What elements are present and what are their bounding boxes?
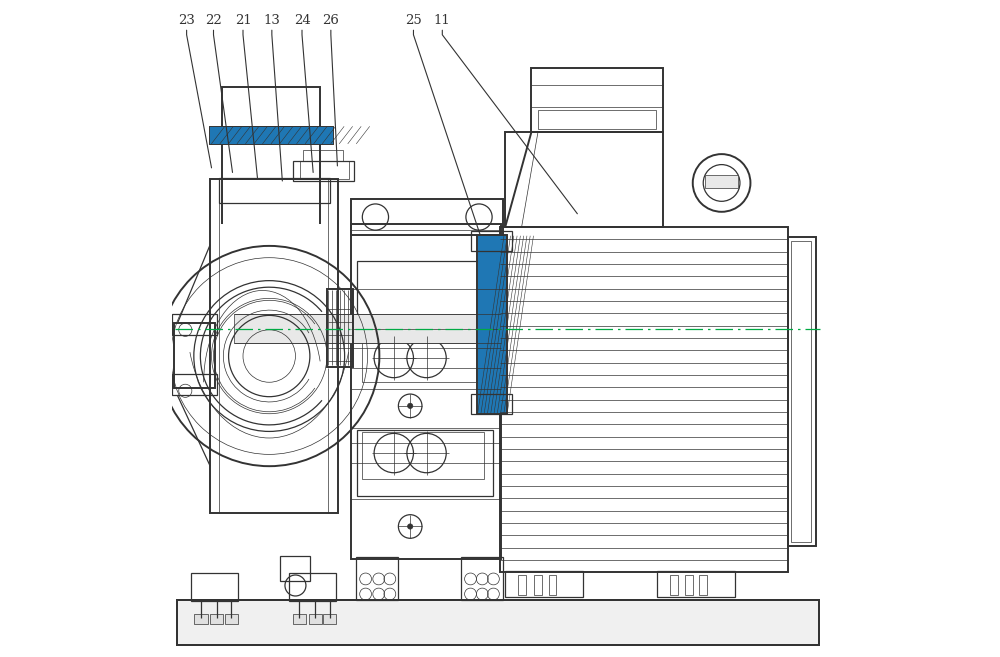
Bar [351, 199, 503, 235]
Text: 21: 21 [235, 14, 251, 27]
Bar [293, 614, 306, 623]
Bar [505, 132, 663, 227]
Bar [538, 110, 656, 129]
Bar [788, 237, 816, 546]
Bar [505, 571, 583, 597]
Bar [351, 223, 501, 559]
Bar [549, 575, 556, 595]
Bar [518, 575, 526, 595]
Bar [471, 231, 512, 251]
Text: 11: 11 [434, 14, 451, 27]
Bar [670, 575, 678, 595]
Bar [362, 333, 484, 382]
Bar [478, 236, 506, 413]
Bar [309, 614, 322, 623]
Bar [500, 227, 788, 572]
Text: 22: 22 [205, 14, 222, 27]
Bar [657, 571, 735, 597]
Bar [177, 600, 819, 645]
Bar [685, 575, 693, 595]
Bar [172, 314, 217, 335]
Bar [534, 575, 542, 595]
Bar [531, 68, 663, 132]
Text: 23: 23 [178, 14, 195, 27]
Text: 24: 24 [294, 14, 310, 27]
Bar [289, 573, 336, 600]
Bar [303, 150, 343, 162]
Bar [293, 162, 354, 181]
Bar [705, 175, 738, 188]
Bar [210, 614, 223, 623]
Text: 13: 13 [263, 14, 280, 27]
Circle shape [408, 524, 413, 529]
Bar [362, 432, 484, 480]
Bar [210, 127, 333, 144]
Bar [222, 143, 320, 179]
Text: 25: 25 [405, 14, 422, 27]
Bar [791, 241, 811, 541]
Circle shape [408, 403, 413, 409]
Bar [471, 394, 512, 414]
Bar [194, 614, 208, 623]
Bar [225, 614, 238, 623]
Bar [461, 557, 503, 600]
Bar [219, 177, 330, 202]
Bar [191, 573, 238, 600]
Bar [356, 557, 398, 600]
Bar [323, 614, 336, 623]
Bar [357, 430, 493, 495]
Bar [174, 323, 215, 388]
Bar [222, 87, 320, 127]
Bar [172, 374, 217, 396]
Bar [210, 179, 338, 513]
Bar [357, 261, 493, 325]
Bar [327, 289, 353, 367]
Bar [177, 600, 819, 645]
Bar [300, 161, 349, 179]
Text: 26: 26 [322, 14, 339, 27]
Bar [699, 575, 707, 595]
Bar [210, 127, 333, 144]
Bar [280, 556, 310, 581]
Bar [234, 314, 502, 343]
Bar [477, 235, 507, 414]
